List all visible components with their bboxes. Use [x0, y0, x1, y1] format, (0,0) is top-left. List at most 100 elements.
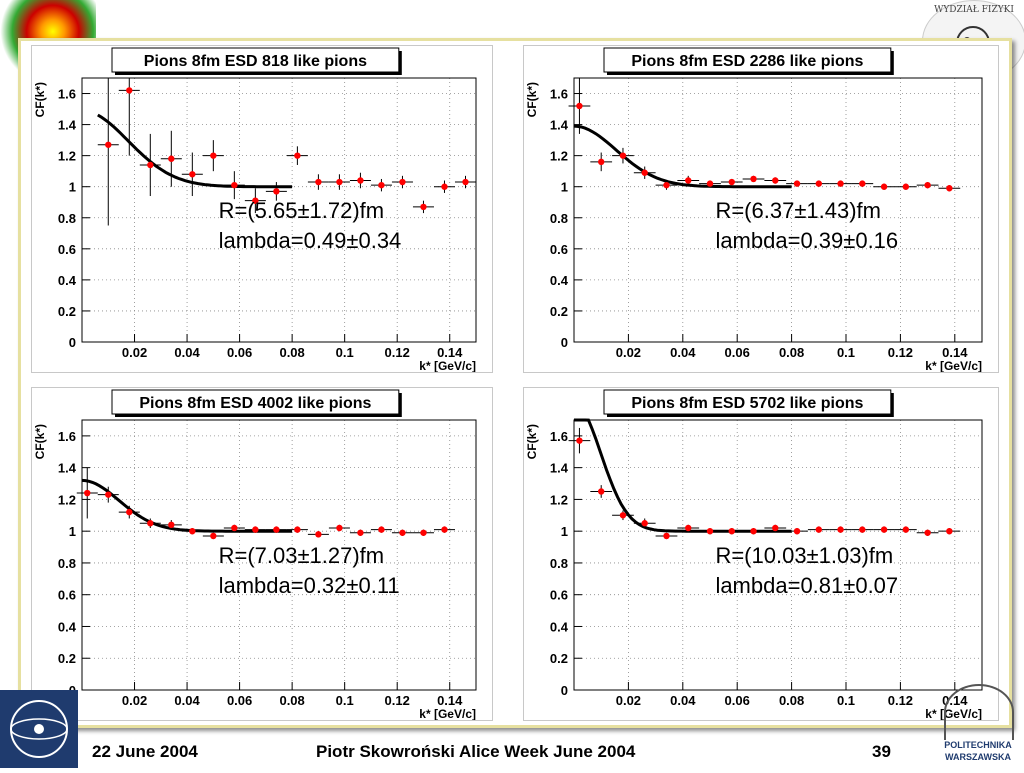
plot-area-frame	[573, 419, 983, 691]
chart-panel-818: 0.02 0.04 0.06 0.08 0.1 0.12 0.14 0 0.2 0.4 0.6 0.8…	[31, 45, 493, 373]
plot-area-frame	[81, 419, 477, 691]
y-tick-label: 1.4	[58, 461, 77, 476]
data-point	[619, 152, 627, 159]
data-point	[641, 169, 648, 176]
y-tick-label: 1	[561, 180, 568, 195]
data-point	[273, 526, 280, 533]
data-point	[902, 526, 910, 533]
data-point	[210, 152, 217, 159]
x-tick-label: 0.14	[437, 693, 463, 708]
data-point	[210, 532, 217, 540]
x-axis-label: k* [GeV/c]	[419, 707, 476, 720]
y-tick-label: 1	[69, 180, 76, 195]
data-point	[641, 520, 648, 527]
data-point	[619, 512, 627, 519]
y-tick-label: 1.4	[550, 118, 569, 133]
fit-curve	[97, 113, 293, 189]
x-tick-label: 0.08	[779, 345, 804, 360]
data-point	[378, 526, 385, 533]
data-point	[750, 175, 757, 183]
y-axis-label: CF(k*)	[33, 424, 47, 459]
fit-radius-label: R=(6.37±1.43)fm	[715, 198, 881, 223]
y-tick-label: 0.4	[550, 619, 569, 634]
data-point	[576, 102, 583, 110]
x-tick-label: 0.08	[279, 693, 304, 708]
data-point	[598, 488, 605, 495]
x-tick-label: 0.1	[336, 693, 354, 708]
data-point	[837, 180, 844, 187]
data-point	[728, 178, 735, 186]
data-point	[793, 180, 801, 187]
faculty-seal-text: WYDZIAŁ FIZYKI	[934, 5, 1014, 15]
footer-author-event: Piotr Skowroński Alice Week June 2004	[316, 742, 636, 761]
y-tick-label: 1.4	[58, 118, 77, 133]
data-point	[273, 188, 280, 195]
chart-4002: 0.020.040.060.080.10.120.1400.20.40.60.8…	[33, 389, 477, 720]
y-tick-label: 1.2	[550, 149, 568, 164]
data-point	[189, 527, 196, 535]
y-axis-label: CF(k*)	[525, 82, 539, 117]
x-tick-label: 0.1	[837, 693, 855, 708]
data-point	[441, 526, 448, 533]
data-point	[772, 524, 779, 532]
x-axis-label: k* [GeV/c]	[419, 359, 476, 372]
data-point	[231, 524, 238, 532]
x-tick-label: 0.08	[279, 345, 304, 360]
y-tick-label: 0.8	[550, 556, 568, 571]
y-tick-label: 1.6	[58, 429, 76, 444]
y-tick-label: 0.6	[550, 242, 568, 257]
data-point	[126, 508, 133, 516]
x-tick-label: 0.12	[888, 693, 913, 708]
title-box	[111, 47, 400, 73]
y-tick-label: 1.6	[550, 429, 568, 444]
data-point	[399, 529, 406, 536]
chart-title: Pions 8fm ESD 4002 like pions	[139, 395, 371, 412]
institution-emblem-icon	[944, 684, 1014, 740]
x-tick-label: 0.06	[227, 693, 252, 708]
chart-818: 0.02 0.04 0.06 0.08 0.1 0.12 0.14 0 0.2 0.4 0.6 0.8…	[33, 47, 477, 372]
data-point	[315, 178, 322, 186]
data-point	[946, 527, 953, 535]
y-axis-label: CF(k*)	[525, 424, 539, 459]
x-tick-label: 0.02	[122, 345, 147, 360]
fit-lambda-label: lambda=0.49±0.34	[219, 228, 402, 253]
y-tick-label: 0.8	[58, 556, 76, 571]
data-point	[576, 437, 583, 444]
data-point	[420, 203, 427, 211]
data-point	[336, 178, 343, 186]
y-axis-label: CF(k*)	[33, 82, 47, 117]
data-point	[685, 524, 692, 532]
chart-title: Pions 8fm ESD 5702 like pions	[631, 395, 863, 412]
y-tick-label: 0	[561, 335, 568, 350]
data-point	[147, 520, 154, 527]
data-point	[880, 526, 888, 533]
x-tick-label: 0.04	[174, 345, 200, 360]
x-tick-label: 0.08	[779, 693, 804, 708]
y-tick-label: 0.8	[58, 211, 76, 226]
y-tick-label: 0	[561, 683, 568, 698]
plots-frame: 0.02 0.04 0.06 0.08 0.1 0.12 0.14 0 0.2 0.4 0.6 0.8…	[18, 38, 1012, 728]
footer-page-number: 39	[872, 742, 891, 761]
fit-lambda-label: lambda=0.32±0.11	[219, 573, 400, 598]
chart-5702: 0.02 0.04 0.06 0.08 0.1 0.12 0.1400.20.40.60.8…	[525, 389, 983, 720]
x-tick-label: 0.06	[725, 693, 750, 708]
data-point	[357, 177, 364, 184]
fit-curve	[573, 124, 792, 189]
x-tick-label: 0.14	[942, 345, 968, 360]
cern-logo	[0, 690, 78, 768]
chart-panel-2286: 0.02 0.04 0.06 0.08 0.1 0.12 0.14 0 0.2 0.4 0.6 0.8…	[523, 45, 999, 373]
data-point	[685, 177, 692, 184]
data-point	[399, 178, 406, 186]
data-point	[859, 180, 866, 187]
institution-name-line1: POLITECHNIKA	[944, 740, 1012, 750]
y-tick-label: 0.4	[58, 273, 77, 288]
data-point	[815, 180, 822, 187]
data-point	[231, 181, 238, 189]
data-point	[706, 180, 714, 187]
data-point	[902, 183, 910, 190]
y-tick-label: 0.2	[58, 304, 76, 319]
fit-radius-label: R=(7.03±1.27)fm	[219, 543, 385, 568]
y-tick-label: 0.2	[550, 304, 568, 319]
x-tick-label: 0.02	[616, 345, 641, 360]
data-point	[924, 181, 931, 189]
